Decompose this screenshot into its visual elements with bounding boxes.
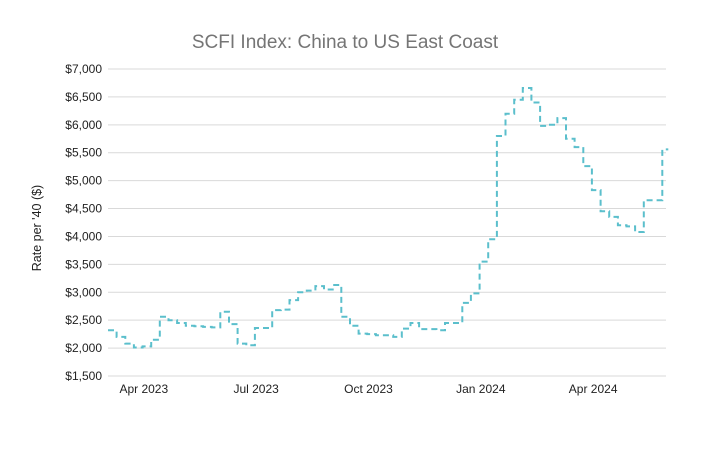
x-tick-label: Oct 2023 (344, 382, 393, 396)
series-layer (108, 88, 668, 348)
y-tick-label: $7,000 (65, 62, 102, 76)
x-tick-label: Jul 2023 (233, 382, 279, 396)
chart-title: SCFI Index: China to US East Coast (192, 32, 499, 53)
y-tick-label: $3,500 (65, 257, 102, 271)
x-tick-label: Jan 2024 (456, 382, 506, 396)
y-tick-label: $2,000 (65, 341, 102, 355)
y-tick-label: $4,500 (65, 202, 102, 216)
y-tick-label: $2,500 (65, 313, 102, 327)
y-axis-ticks: $1,500 $2,000 $2,500 $3,000 $3,500 $4,000 $4,5… (65, 62, 102, 383)
y-axis-label: Rate per '40 ($) (30, 185, 44, 271)
y-tick-label: $6,000 (65, 118, 102, 132)
y-tick-label: $5,500 (65, 146, 102, 160)
y-tick-label: $4,000 (65, 229, 102, 243)
y-tick-label: $1,500 (65, 369, 102, 383)
x-tick-label: Apr 2023 (119, 382, 168, 396)
y-tick-label: $3,000 (65, 285, 102, 299)
gridlines (108, 69, 666, 376)
x-axis-ticks: Apr 2023 Jul 2023 Oct 2023 Jan 2024 Apr 2024 (119, 382, 617, 396)
y-tick-label: $6,500 (65, 90, 102, 104)
y-tick-label: $5,000 (65, 174, 102, 188)
x-tick-label: Apr 2024 (569, 382, 618, 396)
series-line (108, 88, 668, 348)
